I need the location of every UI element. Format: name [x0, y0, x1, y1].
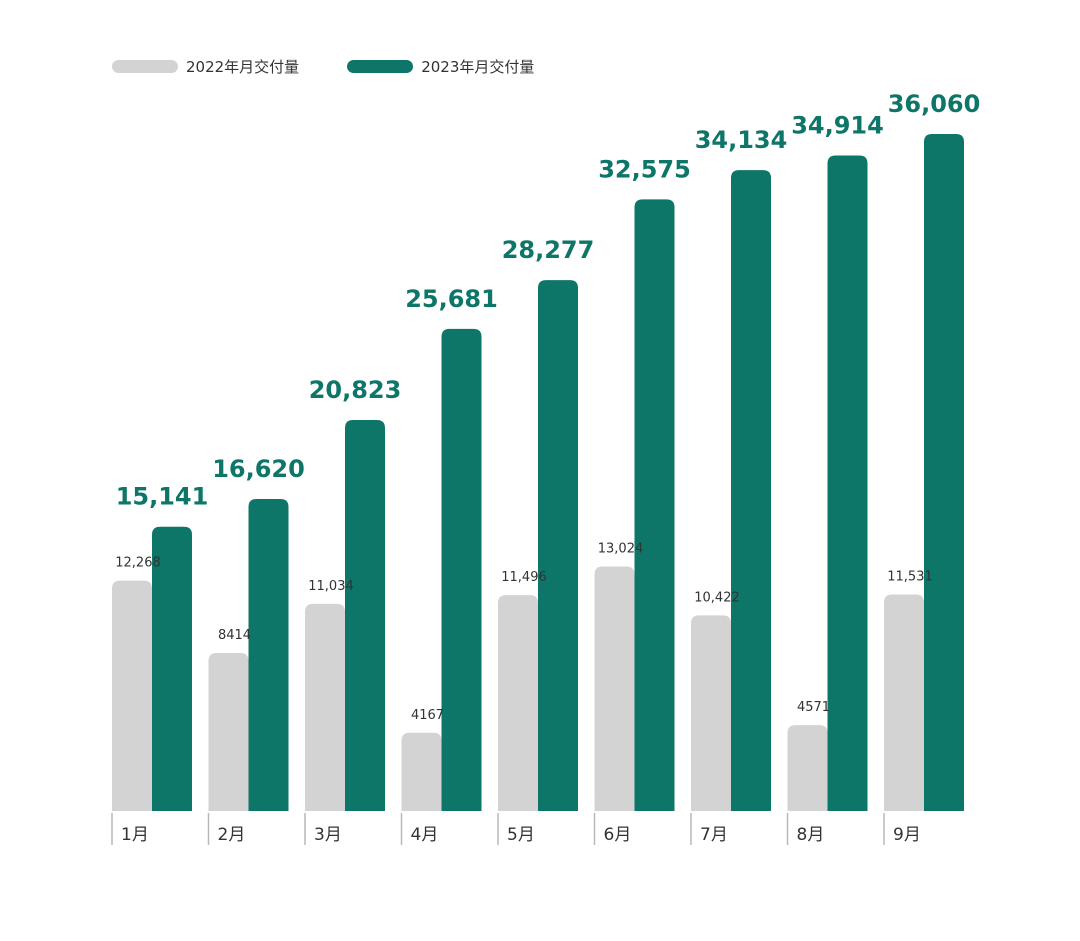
- data-label-2022-6: 13,024: [598, 541, 644, 556]
- data-label-2022-3: 11,034: [308, 579, 354, 594]
- data-label-2023-4: 25,681: [405, 285, 498, 313]
- bar-2023-6: [634, 199, 675, 812]
- bar-2023-1: [152, 526, 192, 811]
- x-tick-label-1: 1月: [121, 825, 149, 845]
- legend-item-2022: 2022年月交付量: [112, 56, 299, 77]
- bar-2023-5: [538, 280, 578, 811]
- bar-2023-3: [345, 420, 385, 811]
- data-label-2023-7: 34,134: [695, 126, 788, 154]
- data-label-2023-1: 15,141: [116, 483, 209, 511]
- legend-label-2022: 2022年月交付量: [186, 58, 300, 76]
- bar-2023-7: [731, 170, 771, 811]
- bar-2022-2: [208, 653, 249, 811]
- data-label-2022-5: 11,496: [501, 570, 547, 585]
- bar-2022-8: [787, 725, 828, 811]
- x-tick-label-2: 2月: [218, 825, 246, 845]
- bar-2022-6: [594, 566, 635, 811]
- bar-2022-1: [112, 580, 152, 811]
- x-tick-label-9: 9月: [893, 825, 921, 845]
- data-label-2023-8: 34,914: [791, 111, 884, 139]
- data-label-2023-6: 32,575: [598, 155, 691, 183]
- data-label-2022-1: 12,268: [115, 556, 161, 571]
- bar-2023-2: [248, 498, 289, 811]
- data-label-2023-3: 20,823: [309, 376, 402, 404]
- x-tick-label-5: 5月: [507, 825, 535, 845]
- bar-2022-4: [401, 732, 442, 811]
- bar-2023-9: [924, 133, 964, 811]
- bar-2023-8: [827, 155, 868, 812]
- bar-2023-4: [441, 328, 482, 811]
- x-tick-label-6: 6月: [604, 825, 632, 845]
- data-label-2022-9: 11,531: [887, 570, 933, 585]
- bar-2022-9: [884, 594, 924, 811]
- data-label-2023-5: 28,277: [502, 236, 595, 264]
- bar-2022-3: [305, 603, 345, 811]
- data-label-2022-4: 4167: [411, 708, 444, 723]
- data-label-2023-9: 36,060: [888, 90, 981, 118]
- x-tick-label-7: 7月: [700, 825, 728, 845]
- legend-label-2023: 2023年月交付量: [421, 58, 535, 76]
- x-tick-label-4: 4月: [411, 825, 439, 845]
- data-label-2022-2: 8414: [218, 628, 251, 643]
- legend-item-2023: 2023年月交付量: [347, 56, 534, 77]
- x-tick-label-3: 3月: [314, 825, 342, 845]
- data-label-2023-2: 16,620: [212, 455, 305, 483]
- x-tick-label-8: 8月: [797, 825, 825, 845]
- legend: 2022年月交付量 2023年月交付量: [112, 56, 534, 77]
- bar-2022-7: [691, 615, 731, 811]
- legend-swatch-2023: [347, 60, 414, 73]
- legend-swatch-2022: [112, 60, 178, 73]
- data-label-2022-7: 10,422: [694, 590, 740, 605]
- data-label-2022-8: 4571: [797, 700, 830, 715]
- bar-2022-5: [498, 595, 538, 811]
